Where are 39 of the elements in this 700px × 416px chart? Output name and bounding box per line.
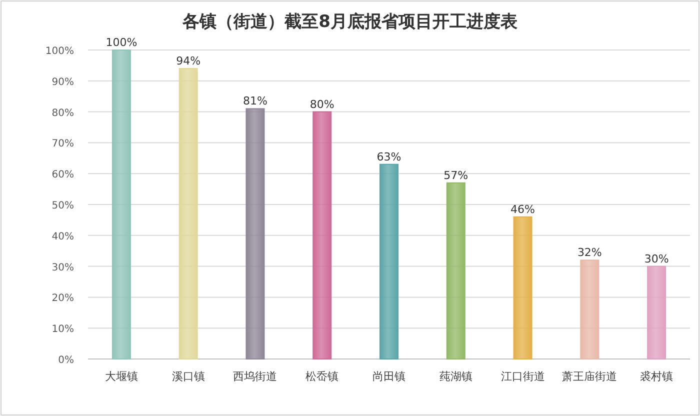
y-tick-label: 40%: [52, 231, 74, 242]
x-tick-label: 西坞街道: [233, 370, 278, 383]
data-label: 80%: [310, 98, 334, 111]
y-tick-label: 90%: [52, 76, 74, 88]
data-label: 30%: [644, 252, 669, 266]
x-tick-label: 松岙镇: [306, 370, 339, 383]
y-tick-label: 0%: [58, 355, 74, 366]
data-label: 100%: [106, 36, 138, 49]
bar: [580, 260, 600, 360]
bar: [446, 182, 466, 360]
x-tick-label: 尚田镇: [372, 370, 406, 383]
y-tick-label: 10%: [52, 324, 74, 336]
data-label: 57%: [444, 168, 468, 182]
y-tick-label: 70%: [52, 138, 74, 150]
y-tick-label: 30%: [52, 262, 74, 274]
bar: [380, 164, 398, 360]
x-tick-label: 莼湖镇: [439, 370, 472, 383]
bar: [513, 216, 532, 360]
data-label: 94%: [176, 54, 201, 68]
y-tick-label: 100%: [45, 46, 74, 57]
data-label: 63%: [376, 150, 402, 164]
y-tick-label: 50%: [52, 200, 74, 212]
bar: [647, 266, 666, 360]
bar: [178, 68, 198, 360]
x-tick-label: 萧王庙街道: [562, 370, 618, 383]
x-tick-label: 江口街道: [500, 370, 545, 383]
bar: [246, 108, 265, 360]
y-tick-label: 80%: [52, 108, 74, 119]
y-tick-label: 60%: [52, 170, 74, 181]
y-tick-label: 20%: [52, 293, 74, 304]
bar: [112, 50, 131, 360]
data-label: 81%: [242, 94, 268, 108]
x-tick-label: 裘村镇: [640, 370, 674, 383]
bar: [312, 111, 332, 360]
x-tick-label: 大堰镇: [104, 370, 138, 383]
data-label: 46%: [510, 202, 536, 216]
chart-title: 各镇（街道）截至8月底报省项目开工进度表: [182, 12, 518, 32]
x-tick-label: 溪口镇: [172, 370, 205, 383]
data-label: 32%: [577, 246, 602, 260]
